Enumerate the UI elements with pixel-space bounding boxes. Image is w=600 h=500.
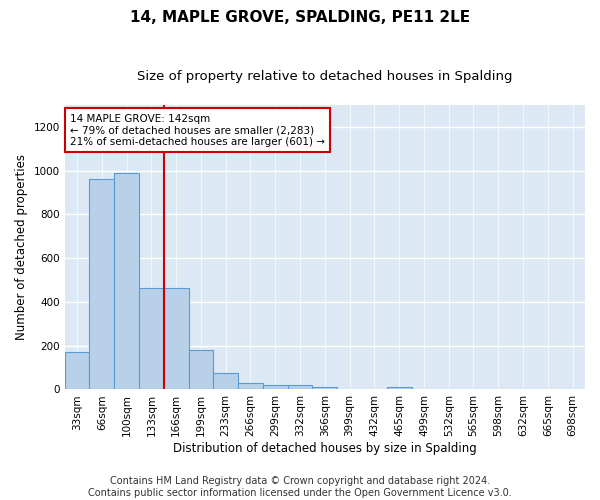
Bar (188, 350, 214, 390)
X-axis label: Distribution of detached houses by size in Spalding: Distribution of detached houses by size … (173, 442, 477, 455)
Bar (287, 384, 313, 390)
Text: Contains HM Land Registry data © Crown copyright and database right 2024.
Contai: Contains HM Land Registry data © Crown c… (88, 476, 512, 498)
Y-axis label: Number of detached properties: Number of detached properties (15, 154, 28, 340)
Bar (313, 386, 337, 390)
Bar (263, 384, 287, 390)
Title: Size of property relative to detached houses in Spalding: Size of property relative to detached ho… (137, 70, 512, 83)
Bar (214, 373, 238, 390)
Bar (238, 383, 263, 390)
Bar (164, 288, 188, 390)
Bar (65, 352, 89, 390)
Text: 14 MAPLE GROVE: 142sqm
← 79% of detached houses are smaller (2,283)
21% of semi-: 14 MAPLE GROVE: 142sqm ← 79% of detached… (70, 114, 325, 146)
Bar (387, 386, 412, 390)
Bar (139, 288, 164, 390)
Bar (89, 180, 114, 390)
Bar (114, 173, 139, 390)
Text: 14, MAPLE GROVE, SPALDING, PE11 2LE: 14, MAPLE GROVE, SPALDING, PE11 2LE (130, 10, 470, 25)
